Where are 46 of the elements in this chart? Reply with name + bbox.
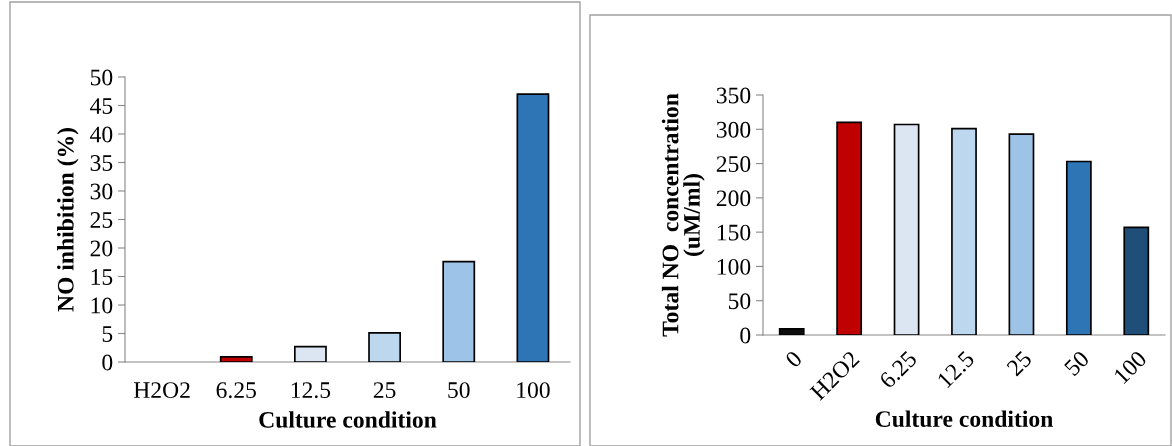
x-tick-label: 50 <box>1063 350 1090 377</box>
x-tick-label: 25 <box>1006 350 1033 377</box>
bar <box>442 260 476 362</box>
y-tick-label: 350 <box>716 87 751 104</box>
y-tick-label: 50 <box>728 293 751 310</box>
y-tick-label: 5 <box>102 326 113 342</box>
y-tick-label: 200 <box>716 190 751 207</box>
y-tick-label: 35 <box>90 155 113 171</box>
bar <box>1123 226 1150 335</box>
bar <box>219 356 253 362</box>
bar <box>778 327 805 335</box>
x-tick-label: 12.5 <box>936 350 976 389</box>
bar <box>893 123 920 335</box>
bar <box>368 332 401 362</box>
y-tick-label: 10 <box>91 297 113 314</box>
y-tick-label: 40 <box>90 126 113 143</box>
y-tick-label: 25 <box>90 212 113 228</box>
x-axis-title: Culture condition <box>259 411 437 428</box>
y-tick-label: 150 <box>717 224 751 241</box>
bar <box>516 93 550 362</box>
y-tick-label: 50 <box>90 69 113 86</box>
x-tick-label: 0 <box>784 350 803 369</box>
bar <box>951 127 977 335</box>
x-tick-label: 6.25 <box>878 350 918 390</box>
y-tick-label: 30 <box>90 183 113 200</box>
y-axis-title: Total NO concentration (uM/ml) <box>661 93 705 337</box>
bar <box>1065 160 1092 335</box>
bar <box>836 121 863 335</box>
y-tick-label: 100 <box>717 258 751 275</box>
bar <box>1008 133 1035 335</box>
y-tick-label: 15 <box>91 269 113 285</box>
x-tick-label: 100 <box>517 382 550 399</box>
y-axis-title: NO inhibition (%) <box>57 128 79 312</box>
x-tick-label: 100 <box>1113 350 1148 385</box>
x-tick-label: 50 <box>448 382 470 399</box>
y-tick-label: 300 <box>716 121 751 138</box>
y-tick-label: 45 <box>90 98 113 114</box>
x-axis-title: Culture condition <box>875 410 1053 428</box>
y-tick-label: 20 <box>90 240 113 257</box>
bar <box>294 345 327 362</box>
x-tick-label: 12.5 <box>291 382 331 399</box>
x-tick-label: 25 <box>373 382 396 399</box>
y-tick-label: 250 <box>716 156 751 172</box>
x-tick-label: H2O2 <box>133 382 190 399</box>
x-tick-label: 6.25 <box>216 382 256 399</box>
y-tick-label: 0 <box>740 327 751 344</box>
